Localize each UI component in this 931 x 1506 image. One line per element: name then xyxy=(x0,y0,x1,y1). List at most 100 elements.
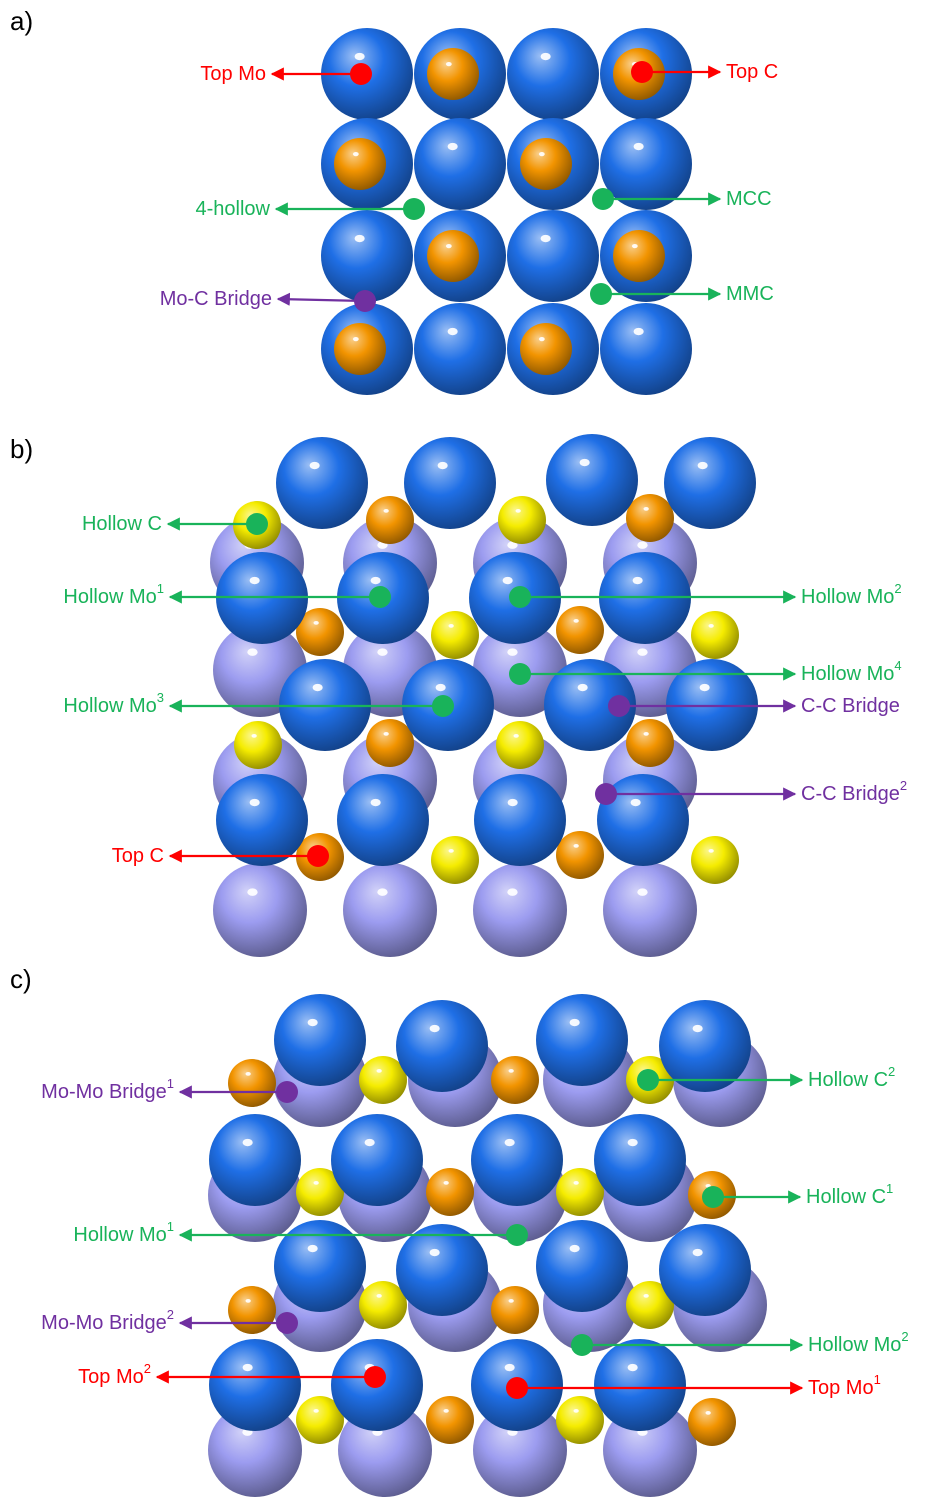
panel-c-mo-mo-bridge2-marker xyxy=(276,1312,298,1334)
panel-a-4-hollow-label: 4-hollow xyxy=(196,198,271,220)
panel-b-hollow-mo1-label: Hollow Mo1 xyxy=(63,581,164,608)
panel-c-c-atom xyxy=(556,1168,604,1216)
panel-b-mo-top-atom xyxy=(546,434,638,526)
panel-c-top-mo2-label: Top Mo2 xyxy=(78,1361,151,1388)
panel-a-mo-atom xyxy=(321,210,413,302)
panel-c-c-atom xyxy=(228,1286,276,1334)
panel-c-mo-top-atom xyxy=(209,1339,301,1431)
panel-c-hollow-mo2-marker xyxy=(571,1334,593,1356)
panel-c-c-atom xyxy=(359,1281,407,1329)
panel-c-mo-top-atom xyxy=(274,994,366,1086)
panel-b-hollow-mo3-label: Hollow Mo3 xyxy=(63,690,164,717)
panel-b-mo-top-atom xyxy=(216,774,308,866)
panel-c-mo-top-atom xyxy=(274,1220,366,1312)
panel-b-mo-top-atom xyxy=(404,437,496,529)
panel-c-c-atom xyxy=(228,1059,276,1107)
panel-c-top-mo2-marker xyxy=(364,1366,386,1388)
panel-b-c-atom xyxy=(556,606,604,654)
panel-b-c-c-bridge-label: C-C Bridge xyxy=(801,695,900,717)
panel-a-c-atom xyxy=(334,323,386,375)
panel-c-c-atom xyxy=(296,1396,344,1444)
panel-a-top-mo-marker xyxy=(350,63,372,85)
panel-a-c-atom xyxy=(613,230,665,282)
panel-b-mo-top-atom xyxy=(544,659,636,751)
panel-a-top-c-marker xyxy=(631,61,653,83)
panel-b-mo-lower-atom xyxy=(213,863,307,957)
panel-c-c-atom xyxy=(556,1396,604,1444)
panel-c-c-atom xyxy=(688,1398,736,1446)
panel-b-hollow-c-label: Hollow C xyxy=(82,513,162,535)
panel-c-c-atom xyxy=(296,1168,344,1216)
panel-b-hollow-c-marker xyxy=(246,513,268,535)
panel-b-c-atom xyxy=(366,719,414,767)
panel-b-c-atom xyxy=(626,719,674,767)
panel-a-c-atom xyxy=(427,48,479,100)
panel-c-hollow-mo2-label: Hollow Mo2 xyxy=(808,1329,909,1356)
panel-c-mo-top-atom xyxy=(471,1114,563,1206)
panel-c-c-atom xyxy=(426,1396,474,1444)
panel-b-top-c-marker xyxy=(307,845,329,867)
panel-c-top-mo1-marker xyxy=(506,1377,528,1399)
panel-c-hollow-c1-marker xyxy=(702,1186,724,1208)
panel-c-hollow-c2-marker xyxy=(637,1069,659,1091)
panel-a-c-atom xyxy=(427,230,479,282)
panel-c-hollow-c1-label: Hollow C1 xyxy=(806,1181,893,1208)
panel-a-mmc-label: MMC xyxy=(726,283,774,305)
panel-a-mo-atom xyxy=(414,118,506,210)
panel-b-mo-lower-atom xyxy=(603,863,697,957)
panel-c-mo-top-atom xyxy=(536,1220,628,1312)
panel-c-hollow-mo1-label: Hollow Mo1 xyxy=(73,1219,174,1246)
panel-c-hollow-mo1-marker xyxy=(506,1224,528,1246)
panel-a-c-atom xyxy=(520,138,572,190)
panel-a-top-mo-label: Top Mo xyxy=(200,63,266,85)
panel-c-mo-mo-bridge1-marker xyxy=(276,1081,298,1103)
panel-a-mo-c-bridge-label: Mo-C Bridge xyxy=(160,288,272,310)
panel-b-c-atom xyxy=(366,496,414,544)
panel-a-mo-atom xyxy=(600,303,692,395)
labels-layer: a) b) c) Top Mo Top C 4-hollow MCC Mo-C Brid… xyxy=(10,6,909,1399)
panel-c-c-atom xyxy=(359,1056,407,1104)
panel-b-mo-lower-atom xyxy=(343,863,437,957)
panel-a-mo-c-bridge-marker xyxy=(354,290,376,312)
panel-b-c-c-bridge-marker xyxy=(608,695,630,717)
panel-c-top-mo1-label: Top Mo1 xyxy=(808,1372,881,1399)
panel-c-mo-top-atom xyxy=(594,1339,686,1431)
panel-b-c-atom xyxy=(431,836,479,884)
panel-b-mo-top-atom xyxy=(337,774,429,866)
panel-b-mo-lower-atom xyxy=(473,863,567,957)
panel-a-letter: a) xyxy=(10,6,33,36)
panel-b-c-atom xyxy=(556,831,604,879)
panel-c-mo-top-atom xyxy=(396,1000,488,1092)
panel-c-mo-top-atom xyxy=(659,1224,751,1316)
panel-c-mo-top-atom xyxy=(659,1000,751,1092)
panel-b-c-atom xyxy=(691,611,739,659)
panel-b-mo-top-atom xyxy=(597,774,689,866)
panel-c-mo-top-atom xyxy=(396,1224,488,1316)
panel-a-top-c-label: Top C xyxy=(726,61,778,83)
panel-b-hollow-mo4-marker xyxy=(509,663,531,685)
panel-c-mo-mo-bridge2-label: Mo-Mo Bridge2 xyxy=(41,1307,174,1334)
panel-c-mo-top-atom xyxy=(209,1114,301,1206)
panel-a-mcc-label: MCC xyxy=(726,188,772,210)
site-markers-layer xyxy=(246,61,724,1399)
panel-b-c-c-bridge2-label: C-C Bridge2 xyxy=(801,778,907,805)
panel-b-c-c-bridge2-marker xyxy=(595,783,617,805)
panel-c-c-atom xyxy=(491,1056,539,1104)
panel-b-top-c-label: Top C xyxy=(112,845,164,867)
panel-a-mo-atom xyxy=(507,28,599,120)
panel-a-mo-atom xyxy=(414,303,506,395)
panel-b-mo-top-atom xyxy=(664,437,756,529)
panel-a-mo-atom xyxy=(507,210,599,302)
panel-c-mo-top-atom xyxy=(594,1114,686,1206)
panel-b-c-atom xyxy=(498,496,546,544)
panel-b-letter: b) xyxy=(10,434,33,464)
panel-c-c-atom xyxy=(626,1281,674,1329)
panel-b-c-atom xyxy=(691,836,739,884)
panel-c-mo-top-atom xyxy=(536,994,628,1086)
panel-b-hollow-mo2-label: Hollow Mo2 xyxy=(801,581,902,608)
panel-b-hollow-mo2-marker xyxy=(509,586,531,608)
panel-b-c-atom xyxy=(431,611,479,659)
panel-c-mo-top-atom xyxy=(331,1114,423,1206)
panel-c-mo-mo-bridge1-label: Mo-Mo Bridge1 xyxy=(41,1076,174,1103)
panel-c-letter: c) xyxy=(10,964,32,994)
